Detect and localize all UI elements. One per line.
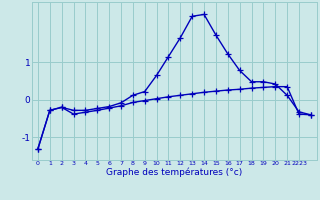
- X-axis label: Graphe des températures (°c): Graphe des températures (°c): [106, 168, 243, 177]
